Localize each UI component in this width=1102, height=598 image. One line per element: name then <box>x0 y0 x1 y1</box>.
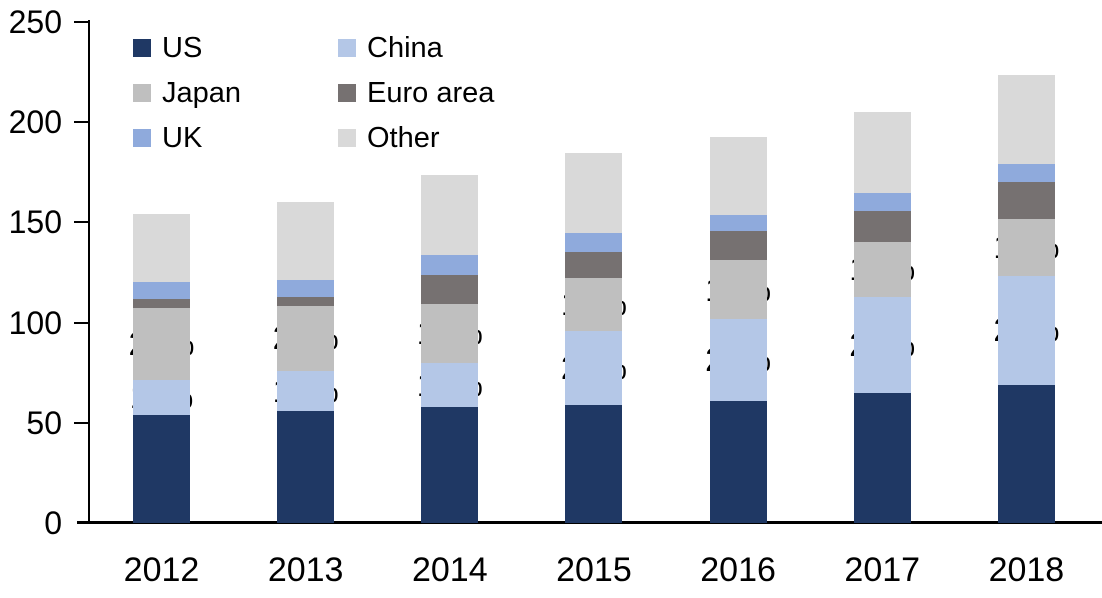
segment-euro-area-2014 <box>421 274 479 304</box>
segment-uk-2016 <box>709 215 767 232</box>
segment-china-2013 <box>277 370 335 411</box>
x-axis-label-2017: 2017 <box>844 551 921 589</box>
segment-other-2017 <box>853 112 911 194</box>
segment-other-2018 <box>997 75 1055 165</box>
y-tick-250 <box>74 21 88 23</box>
legend-label-us: US <box>162 31 203 64</box>
segment-uk-2015 <box>565 233 623 253</box>
y-tick-150 <box>74 221 88 224</box>
x-axis-label-2013: 2013 <box>267 551 344 589</box>
segment-euro-area-2015 <box>565 252 623 278</box>
x-axis-label-2015: 2015 <box>556 551 632 589</box>
segment-japan-2014 <box>421 303 479 363</box>
segment-china-2012 <box>133 379 190 415</box>
legend-item-other: Other <box>338 115 494 160</box>
y-tick-50 <box>74 421 88 424</box>
segment-euro-area-2016 <box>709 231 767 261</box>
segment-japan-2015 <box>565 277 623 331</box>
segment-euro-area-2013 <box>277 296 335 306</box>
segment-japan-2017 <box>853 242 911 297</box>
legend-swatch-japan-icon <box>133 83 151 102</box>
legend-swatch-other-icon <box>338 128 356 147</box>
legend-label-japan: Japan <box>162 76 242 109</box>
segment-japan-2012 <box>133 307 190 380</box>
segment-uk-2017 <box>853 193 911 212</box>
y-tick-100 <box>74 321 88 324</box>
legend-label-china: China <box>367 31 443 64</box>
segment-china-2017 <box>853 296 911 393</box>
x-axis-label-2014: 2014 <box>411 551 488 589</box>
bar-2015 <box>565 153 623 523</box>
x-axis-label-2012: 2012 <box>123 551 200 589</box>
legend-label-euro-area: Euro area <box>367 76 495 109</box>
chart-legend: US China Japan Euro area UK Other <box>133 25 494 160</box>
segment-china-2014 <box>421 362 479 407</box>
legend-item-china: China <box>338 25 494 70</box>
segment-us-2015 <box>565 404 623 523</box>
segment-other-2016 <box>709 137 767 216</box>
legend-swatch-euro-area-icon <box>338 83 356 102</box>
y-tick-label-200: 200 <box>8 104 62 141</box>
segment-japan-2016 <box>709 260 767 319</box>
y-tick-200 <box>74 121 88 124</box>
segment-other-2015 <box>565 153 623 234</box>
legend-item-euro-area: Euro area <box>338 70 494 115</box>
legend-label-other: Other <box>367 121 440 154</box>
bar-2013 <box>277 202 335 523</box>
segment-china-2018 <box>997 275 1055 385</box>
legend-item-us: US <box>133 25 338 70</box>
segment-uk-2012 <box>133 281 190 299</box>
segment-us-2016 <box>709 400 767 523</box>
segment-uk-2014 <box>421 254 479 275</box>
legend-item-uk: UK <box>133 115 338 160</box>
legend-item-japan: Japan <box>133 70 338 115</box>
legend-label-uk: UK <box>162 121 203 154</box>
segment-uk-2018 <box>997 164 1055 183</box>
segment-uk-2013 <box>277 279 335 297</box>
legend-swatch-us-icon <box>133 38 151 57</box>
segment-china-2015 <box>565 330 623 405</box>
segment-euro-area-2018 <box>997 182 1055 220</box>
bar-2018 <box>997 75 1055 523</box>
segment-other-2012 <box>133 214 190 282</box>
bar-2017 <box>853 112 911 523</box>
y-tick-label-250: 250 <box>8 4 62 40</box>
bar-2016 <box>709 137 767 523</box>
segment-japan-2013 <box>277 305 335 371</box>
legend-swatch-uk-icon <box>133 128 151 147</box>
segment-us-2014 <box>421 406 479 523</box>
segment-euro-area-2017 <box>853 211 911 243</box>
segment-us-2012 <box>133 414 190 523</box>
y-tick-label-100: 100 <box>8 304 62 341</box>
x-axis-label-2016: 2016 <box>700 551 776 589</box>
bar-2014 <box>421 175 479 523</box>
segment-us-2017 <box>853 392 911 523</box>
y-axis-line <box>88 20 90 523</box>
bar-2012 <box>133 214 190 523</box>
segment-euro-area-2012 <box>133 298 190 308</box>
segment-china-2016 <box>709 318 767 401</box>
legend-swatch-china-icon <box>338 38 356 57</box>
segment-us-2018 <box>997 384 1055 523</box>
segment-other-2014 <box>421 175 479 255</box>
y-tick-label-0: 0 <box>44 505 62 541</box>
x-axis-label-2018: 2018 <box>988 551 1065 589</box>
segment-us-2013 <box>277 410 335 523</box>
segment-other-2013 <box>277 202 335 280</box>
segment-japan-2018 <box>997 219 1055 276</box>
y-tick-label-50: 50 <box>26 404 62 441</box>
y-tick-label-150: 150 <box>8 204 62 241</box>
